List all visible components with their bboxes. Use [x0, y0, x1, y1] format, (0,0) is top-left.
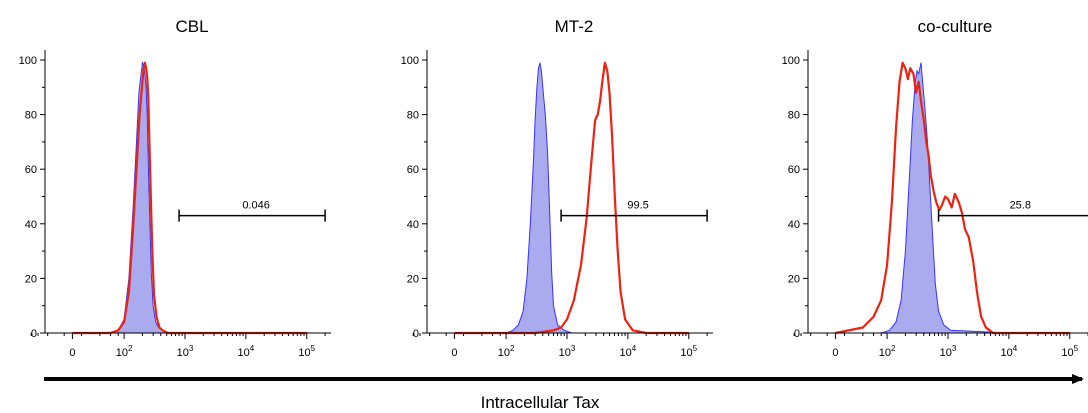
y-tick-label: 80 — [407, 110, 419, 122]
x-tick-label: 105 — [680, 344, 697, 359]
y-tick-label: 100 — [401, 55, 419, 67]
histogram-panels: CBL 0 20 40 60 80 100 0 102 103 104 105 0.046 MT-2 0 20… — [19, 17, 1088, 359]
x-tick-label: 104 — [1001, 344, 1018, 359]
y-tick-label: 100 — [19, 55, 37, 67]
y-tick-label: 80 — [25, 110, 37, 122]
panel-title: CBL — [175, 17, 208, 36]
series-fill — [454, 62, 689, 333]
gate-label: 99.5 — [627, 200, 648, 212]
panel-title: co-culture — [918, 17, 993, 36]
panel-1: CBL 0 20 40 60 80 100 0 102 103 104 105 0.046 — [19, 17, 331, 359]
gate-label: 25.8 — [1010, 200, 1031, 212]
x-tick-label: 102 — [498, 344, 515, 359]
x-tick-label: 0 — [451, 347, 457, 359]
y-tick-label: 0 — [31, 328, 37, 340]
series-line — [72, 61, 307, 335]
y-tick-label: 80 — [788, 110, 800, 122]
x-tick-label: 103 — [559, 344, 576, 359]
y-tick-label: 100 — [782, 55, 800, 67]
series-fill — [835, 62, 1070, 333]
x-tick-label: 103 — [940, 344, 957, 359]
series-line-filled — [72, 60, 307, 334]
y-tick-label: 60 — [788, 164, 800, 176]
x-tick-label: 0 — [832, 347, 838, 359]
y-tick-label: 20 — [407, 273, 419, 285]
y-tick-label: 40 — [407, 219, 419, 231]
y-tick-label: 20 — [788, 273, 800, 285]
x-tick-label: 103 — [177, 344, 194, 359]
x-axis-label: Intracellular Tax — [481, 393, 600, 412]
series-line — [454, 61, 689, 335]
y-tick-label: 60 — [407, 164, 419, 176]
x-tick-label: 104 — [238, 344, 255, 359]
x-tick-label: 104 — [620, 344, 637, 359]
gate-label: 0.046 — [242, 200, 270, 212]
panel-2: MT-2 0 20 40 60 80 100 0 102 103 104 105 99.5 — [401, 17, 713, 359]
panel-title: MT-2 — [555, 17, 594, 36]
y-tick-label: 40 — [788, 219, 800, 231]
x-tick-label: 102 — [879, 344, 896, 359]
y-tick-label: 20 — [25, 273, 37, 285]
x-tick-label: 105 — [298, 344, 315, 359]
panel-3: co-culture 0 20 40 60 80 100 0 102 103 104 105 25.8 — [782, 17, 1088, 359]
series-fill — [72, 62, 307, 333]
y-tick-label: 0 — [413, 328, 419, 340]
series-line-filled — [835, 62, 1070, 334]
y-tick-label: 60 — [25, 164, 37, 176]
x-tick-label: 0 — [69, 347, 75, 359]
series-line — [835, 61, 1070, 335]
x-tick-label: 105 — [1061, 344, 1078, 359]
y-tick-label: 40 — [25, 219, 37, 231]
x-tick-label: 102 — [116, 344, 133, 359]
series-line-filled — [454, 62, 689, 334]
y-tick-label: 0 — [794, 328, 800, 340]
